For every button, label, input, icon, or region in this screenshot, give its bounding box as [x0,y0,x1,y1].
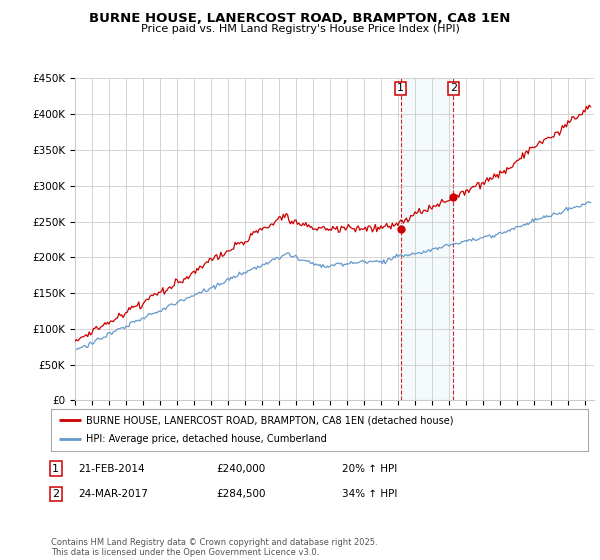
Text: 1: 1 [52,464,59,474]
Text: BURNE HOUSE, LANERCOST ROAD, BRAMPTON, CA8 1EN: BURNE HOUSE, LANERCOST ROAD, BRAMPTON, C… [89,12,511,25]
Text: Price paid vs. HM Land Registry's House Price Index (HPI): Price paid vs. HM Land Registry's House … [140,24,460,34]
Text: 20% ↑ HPI: 20% ↑ HPI [342,464,397,474]
Text: 34% ↑ HPI: 34% ↑ HPI [342,489,397,499]
Text: 1: 1 [397,83,404,93]
Text: Contains HM Land Registry data © Crown copyright and database right 2025.
This d: Contains HM Land Registry data © Crown c… [51,538,377,557]
Text: BURNE HOUSE, LANERCOST ROAD, BRAMPTON, CA8 1EN (detached house): BURNE HOUSE, LANERCOST ROAD, BRAMPTON, C… [86,415,454,425]
Text: £240,000: £240,000 [216,464,265,474]
Text: 2: 2 [450,83,457,93]
Text: 21-FEB-2014: 21-FEB-2014 [78,464,145,474]
Text: 24-MAR-2017: 24-MAR-2017 [78,489,148,499]
Bar [401,78,453,400]
Text: 2: 2 [52,489,59,499]
Text: HPI: Average price, detached house, Cumberland: HPI: Average price, detached house, Cumb… [86,435,326,445]
Text: £284,500: £284,500 [216,489,265,499]
